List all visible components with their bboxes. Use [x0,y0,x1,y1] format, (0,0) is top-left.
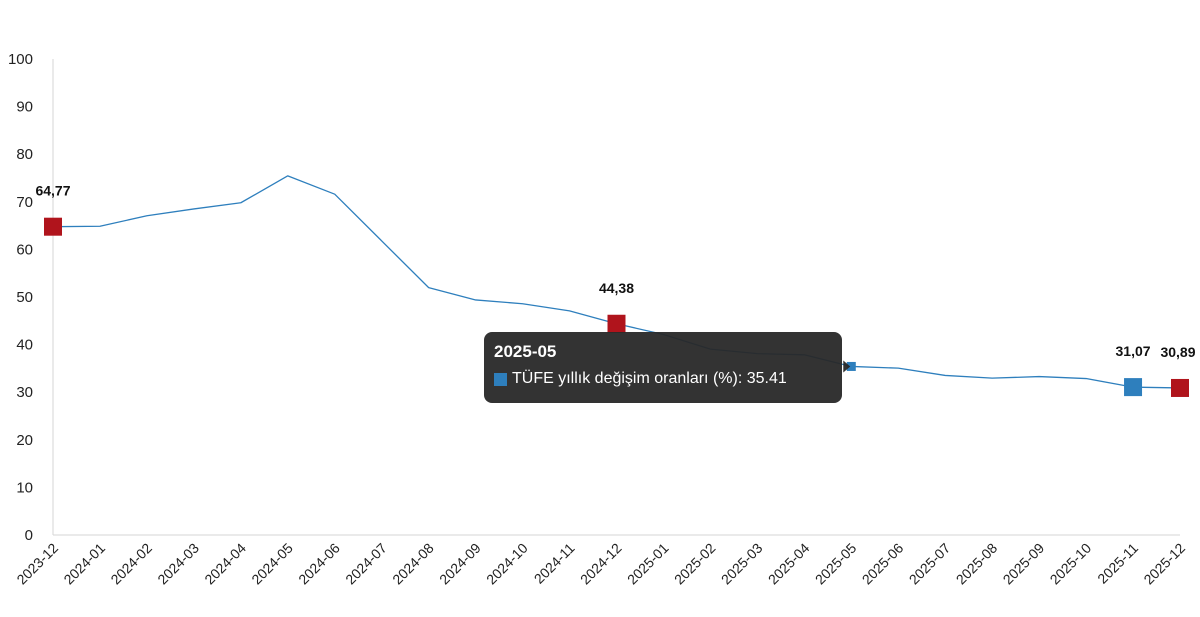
tooltip-title: 2025-05 [494,342,557,361]
x-tick-label: 2024-11 [531,540,578,587]
x-tick-label: 2024-07 [342,540,390,588]
tooltip-value: 35.41 [746,370,787,387]
x-tick-label: 2024-02 [107,540,155,588]
hovered-point-marker[interactable] [846,361,856,371]
y-tick-label: 90 [16,99,33,116]
y-tick-label: 40 [16,337,33,354]
tooltip-row: TÜFE yıllık değişim oranları (%): 35.41 [494,370,832,388]
x-tick-label: 2025-05 [812,540,860,588]
y-tick-label: 60 [16,241,33,258]
x-axis: 2023-12 2024-01 2024-02 2024-03 2024-04 2024-… [13,534,1188,588]
x-tick-label: 2025-07 [906,540,954,588]
y-tick-label: 80 [16,146,33,163]
y-tick-label: 70 [16,194,33,211]
x-tick-label: 2025-10 [1047,540,1095,588]
x-tick-label: 2024-08 [389,540,437,588]
x-tick-label: 2025-01 [624,540,672,588]
tooltip-pointer [843,360,851,373]
y-tick-label: 0 [25,527,33,544]
x-tick-label: 2025-03 [718,540,766,588]
chart-tooltip: 2025-05 TÜFE yıllık değişim oranları (%)… [484,332,842,403]
x-tick-label: 2025-08 [953,540,1001,588]
x-tick-label: 2025-09 [1000,540,1048,588]
x-tick-label: 2024-06 [295,540,343,588]
y-axis: 0 10 20 30 40 50 60 70 80 90 100 [8,51,54,544]
x-tick-label: 2024-09 [436,540,484,588]
x-tick-label: 2024-03 [154,540,202,588]
x-tick-label: 2024-01 [60,540,108,588]
x-tick-label: 2025-04 [765,540,813,588]
highlight-marker[interactable] [607,314,626,333]
tooltip-series-label: TÜFE yıllık değişim oranları (%) [512,370,738,387]
y-tick-label: 50 [16,289,33,306]
y-tick-label: 10 [16,479,33,496]
data-label: 31,07 [1116,343,1151,359]
data-label: 64,77 [35,183,70,199]
y-tick-label: 100 [8,51,33,68]
markers-layer [44,217,1189,397]
x-tick-label: 2024-10 [483,540,531,588]
x-tick-label: 2025-11 [1094,540,1141,587]
y-tick-label: 30 [16,384,33,401]
x-tick-label: 2024-12 [577,540,625,588]
highlight-marker[interactable] [1171,378,1189,397]
x-tick-label: 2023-12 [13,540,61,588]
x-tick-label: 2024-04 [201,540,249,588]
x-tick-label: 2024-05 [248,540,296,588]
x-tick-label: 2025-06 [859,540,907,588]
highlight-marker[interactable] [1124,378,1143,397]
x-tick-label: 2025-02 [671,540,719,588]
tooltip-series-swatch [494,372,507,386]
data-label: 30,89 [1160,344,1195,360]
x-tick-label: 2025-12 [1140,540,1188,588]
data-label: 44,38 [599,280,634,296]
data-labels-layer: 64,77 44,38 31,07 30,89 [35,183,1195,360]
highlight-marker[interactable] [44,217,62,236]
tooltip-separator: : [737,370,747,387]
y-tick-label: 20 [16,432,33,449]
